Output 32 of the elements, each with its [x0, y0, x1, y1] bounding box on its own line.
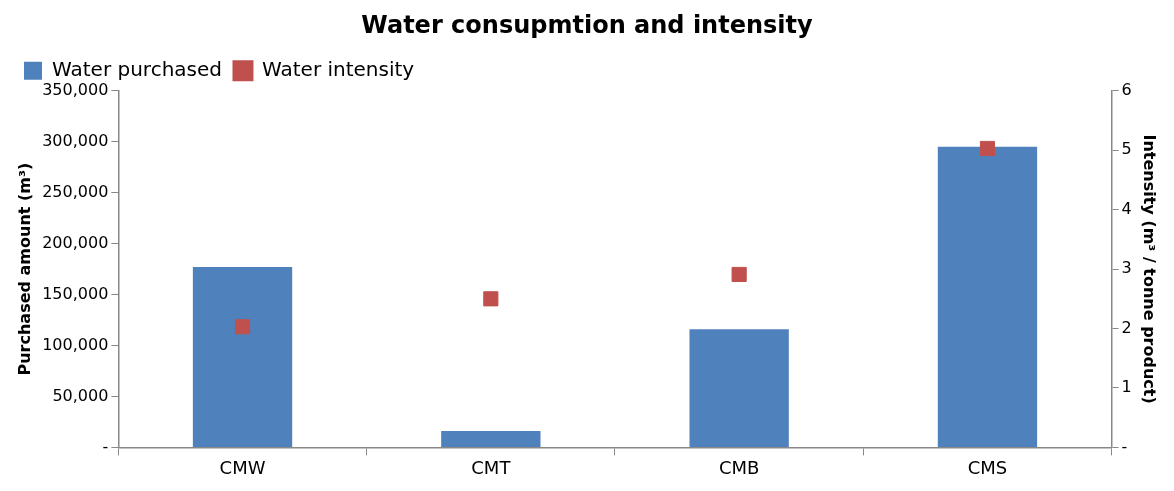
legend-label: Water intensity [261, 57, 415, 81]
point [731, 266, 747, 283]
y2-tick-label: 3 [1121, 258, 1132, 278]
point [979, 140, 996, 157]
point [483, 291, 499, 307]
x-tick-label: CMB [718, 456, 760, 478]
y2-tick-label: 1 [1121, 377, 1132, 397]
chart-title: Water consupmtion and intensity [361, 10, 814, 39]
y-tick-label: 150,000 [42, 283, 109, 303]
y-tick-label: 250,000 [42, 181, 109, 201]
bar [192, 267, 293, 447]
x-tick-label: CMW [219, 456, 266, 478]
point [234, 319, 251, 335]
bar [441, 431, 541, 447]
y-tick-label: 100,000 [42, 334, 109, 354]
y-tick-label: - [102, 436, 109, 456]
y-tick-label: 200,000 [42, 232, 109, 252]
y2-tick-label: 6 [1121, 79, 1132, 99]
x-tick-label: CMT [471, 456, 512, 478]
y2-axis-title: Intensity (m³ / tonne product) [1140, 134, 1160, 404]
y-tick-label: 50,000 [52, 385, 109, 405]
y-tick-label: 350,000 [42, 79, 109, 99]
y2-tick-label: 5 [1121, 139, 1132, 159]
bar [689, 329, 789, 447]
bar [937, 146, 1038, 447]
y2-tick-label: - [1121, 436, 1128, 456]
legend-label: Water purchased [52, 57, 222, 81]
y-axis-title: Purchased amount (m³) [14, 162, 34, 376]
y2-tick-label: 2 [1121, 317, 1132, 337]
y-tick-label: 300,000 [42, 130, 109, 150]
x-tick-label: CMS [967, 456, 1008, 478]
y2-tick-label: 4 [1121, 198, 1132, 218]
